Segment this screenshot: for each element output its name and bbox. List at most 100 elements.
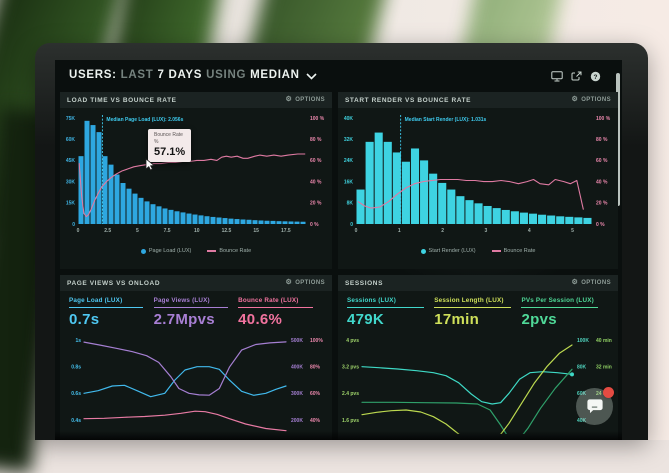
mouse-cursor-icon bbox=[145, 158, 155, 171]
title-7days: 7 DAYS bbox=[157, 69, 203, 81]
scrollbar-thumb[interactable] bbox=[616, 73, 620, 206]
panel-title: SESSIONS bbox=[345, 279, 384, 287]
metric-sessions: Sessions (LUX) 479K bbox=[347, 297, 434, 328]
svg-text:32 min: 32 min bbox=[596, 364, 612, 370]
svg-text:4: 4 bbox=[528, 228, 531, 234]
svg-text:1: 1 bbox=[398, 228, 401, 234]
svg-text:15: 15 bbox=[253, 228, 259, 234]
dashboard-screen: USERS: LAST 7 DAYS USING MEDIAN ? bbox=[55, 60, 622, 440]
chevron-down-icon[interactable] bbox=[306, 72, 317, 80]
view-selector[interactable]: USERS: LAST 7 DAYS USING MEDIAN bbox=[69, 69, 317, 81]
svg-text:16K: 16K bbox=[344, 179, 354, 185]
svg-text:0: 0 bbox=[77, 228, 80, 234]
svg-text:8K: 8K bbox=[347, 201, 354, 207]
gear-icon: ⚙ bbox=[571, 96, 579, 103]
metric-bounce-rate: Bounce Rate (LUX) 40.6% bbox=[238, 297, 323, 328]
svg-text:20 %: 20 % bbox=[596, 201, 608, 207]
svg-text:0 %: 0 % bbox=[310, 222, 319, 228]
svg-text:32K: 32K bbox=[344, 137, 354, 143]
options-button[interactable]: ⚙ OPTIONS bbox=[285, 96, 325, 103]
svg-text:3.2 pvs: 3.2 pvs bbox=[342, 364, 359, 370]
svg-text:80 %: 80 % bbox=[596, 137, 608, 143]
options-button[interactable]: ⚙ OPTIONS bbox=[571, 279, 611, 286]
svg-text:15K: 15K bbox=[66, 201, 76, 207]
panel-sessions: SESSIONS ⚙ OPTIONS Sessions (LUX) 479K S… bbox=[338, 275, 618, 440]
svg-text:75K: 75K bbox=[66, 116, 76, 122]
svg-text:40K: 40K bbox=[344, 116, 354, 122]
metric-pvs-per-session: PVs Per Session (LUX) 2pvs bbox=[521, 297, 608, 328]
gear-icon: ⚙ bbox=[571, 279, 579, 286]
svg-text:80%: 80% bbox=[310, 364, 321, 370]
svg-text:4 pvs: 4 pvs bbox=[346, 338, 359, 344]
svg-text:0: 0 bbox=[350, 222, 353, 228]
svg-text:7.5: 7.5 bbox=[164, 228, 171, 234]
gear-icon: ⚙ bbox=[285, 96, 293, 103]
svg-text:40 %: 40 % bbox=[596, 179, 608, 185]
share-icon[interactable] bbox=[571, 71, 582, 82]
svg-text:0: 0 bbox=[72, 222, 75, 228]
notification-badge bbox=[603, 387, 614, 398]
svg-text:60K: 60K bbox=[577, 391, 587, 397]
svg-text:100 %: 100 % bbox=[310, 116, 325, 122]
svg-text:?: ? bbox=[594, 74, 598, 81]
help-icon[interactable]: ? bbox=[590, 71, 601, 82]
metric-row: Sessions (LUX) 479K Session Length (LUX)… bbox=[338, 291, 618, 330]
options-button[interactable]: ⚙ OPTIONS bbox=[571, 96, 611, 103]
svg-text:20 %: 20 % bbox=[310, 201, 322, 207]
chat-bubble-icon bbox=[586, 399, 603, 414]
panel-title: LOAD TIME VS BOUNCE RATE bbox=[67, 96, 177, 104]
panel-start-render-vs-bounce-rate: START RENDER VS BOUNCE RATE ⚙ OPTIONS 40… bbox=[338, 92, 618, 269]
svg-text:Median Start Render (LUX): 1.0: Median Start Render (LUX): 1.031s bbox=[405, 117, 487, 123]
svg-text:80 %: 80 % bbox=[310, 137, 322, 143]
svg-text:12.5: 12.5 bbox=[222, 228, 232, 234]
metric-session-length: Session Length (LUX) 17min bbox=[434, 297, 521, 328]
metric-row: Page Load (LUX) 0.7s Page Views (LUX) 2.… bbox=[60, 291, 332, 330]
svg-text:0 %: 0 % bbox=[596, 222, 605, 228]
svg-text:40 min: 40 min bbox=[596, 338, 612, 344]
svg-text:2.4 pvs: 2.4 pvs bbox=[342, 391, 359, 397]
page-views-line-chart[interactable]: 1s 0.8s 0.6s 0.4s 500K 400K 300K 200K 100% 80% 60%… bbox=[60, 330, 332, 434]
svg-text:0: 0 bbox=[355, 228, 358, 234]
svg-text:60 %: 60 % bbox=[310, 158, 322, 164]
svg-text:400K: 400K bbox=[291, 364, 303, 370]
bounce-rate-tooltip: Bounce Rate % 57.1% bbox=[145, 129, 192, 171]
title-using: USING bbox=[206, 69, 247, 81]
svg-text:100%: 100% bbox=[310, 338, 323, 344]
svg-text:10: 10 bbox=[194, 228, 200, 234]
panel-page-views-vs-onload: PAGE VIEWS VS ONLOAD ⚙ OPTIONS Page Load… bbox=[60, 275, 332, 440]
svg-text:0.8s: 0.8s bbox=[71, 364, 81, 370]
panel-title: PAGE VIEWS VS ONLOAD bbox=[67, 279, 161, 287]
svg-text:0.4s: 0.4s bbox=[71, 418, 81, 424]
panel-title: START RENDER VS BOUNCE RATE bbox=[345, 96, 472, 104]
title-median: MEDIAN bbox=[250, 69, 300, 81]
load-time-histogram[interactable]: 75K 60K 45K 30K 15K 0 100 % 80 % 60 % 40 % 20 % 0 %… bbox=[60, 108, 332, 246]
start-render-histogram[interactable]: 40K 32K 24K 16K 8K 0 100 % 80 % 60 % 40 % 20 % 0 % 0… bbox=[338, 108, 618, 246]
svg-text:60 %: 60 % bbox=[596, 158, 608, 164]
svg-text:100K: 100K bbox=[577, 338, 589, 344]
svg-text:40 %: 40 % bbox=[310, 179, 322, 185]
chart-legend: Start Render (LUX) Bounce Rate bbox=[338, 248, 618, 254]
options-button[interactable]: ⚙ OPTIONS bbox=[285, 279, 325, 286]
svg-text:0.6s: 0.6s bbox=[71, 391, 81, 397]
chat-launcher-button[interactable] bbox=[576, 387, 614, 425]
metric-page-views: Page Views (LUX) 2.7Mpvs bbox=[153, 297, 239, 328]
panel-load-time-vs-bounce-rate: LOAD TIME VS BOUNCE RATE ⚙ OPTIONS 75K 60… bbox=[60, 92, 332, 269]
svg-text:40%: 40% bbox=[310, 418, 321, 424]
svg-text:200K: 200K bbox=[291, 418, 303, 424]
svg-text:60K: 60K bbox=[66, 137, 76, 143]
svg-text:30K: 30K bbox=[66, 179, 76, 185]
svg-text:5: 5 bbox=[136, 228, 139, 234]
svg-text:60%: 60% bbox=[310, 391, 321, 397]
sessions-line-chart[interactable]: 4 pvs 3.2 pvs 2.4 pvs 1.6 pvs 100K 80K 60K 40K 4… bbox=[338, 330, 618, 434]
gear-icon: ⚙ bbox=[285, 279, 293, 286]
laptop-bezel: USERS: LAST 7 DAYS USING MEDIAN ? bbox=[35, 43, 648, 440]
title-users: USERS: bbox=[69, 69, 117, 81]
svg-text:2.5: 2.5 bbox=[104, 228, 111, 234]
title-last: LAST bbox=[120, 69, 154, 81]
svg-text:40K: 40K bbox=[577, 418, 587, 424]
display-icon[interactable] bbox=[551, 71, 563, 82]
svg-text:1.6 pvs: 1.6 pvs bbox=[342, 418, 359, 424]
chart-legend: Page Load (LUX) Bounce Rate bbox=[60, 248, 332, 254]
svg-text:2: 2 bbox=[441, 228, 444, 234]
svg-text:Median Page Load (LUX): 2.056s: Median Page Load (LUX): 2.056s bbox=[106, 117, 183, 123]
